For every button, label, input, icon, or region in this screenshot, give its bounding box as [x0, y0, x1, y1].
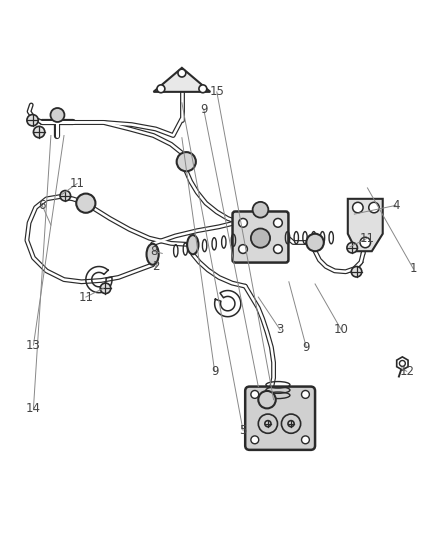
Circle shape — [253, 202, 268, 217]
Text: 9: 9 — [303, 341, 310, 354]
Text: 5: 5 — [239, 424, 247, 437]
Text: 15: 15 — [209, 85, 224, 99]
Circle shape — [27, 115, 38, 126]
Circle shape — [301, 436, 309, 444]
Text: 9: 9 — [200, 103, 208, 116]
Circle shape — [274, 219, 283, 227]
Circle shape — [33, 126, 45, 138]
Circle shape — [351, 266, 362, 277]
Circle shape — [301, 391, 309, 398]
Circle shape — [265, 421, 271, 427]
Circle shape — [60, 190, 71, 201]
Text: 9: 9 — [211, 365, 219, 378]
Circle shape — [239, 219, 247, 227]
Text: 13: 13 — [26, 338, 41, 352]
Circle shape — [177, 152, 196, 171]
Text: 11: 11 — [70, 177, 85, 190]
Circle shape — [360, 237, 371, 248]
Circle shape — [100, 283, 111, 294]
Circle shape — [199, 85, 207, 93]
Circle shape — [347, 243, 357, 253]
Text: 2: 2 — [152, 260, 159, 273]
Text: 1: 1 — [410, 262, 417, 275]
Circle shape — [157, 85, 165, 93]
Text: 11: 11 — [360, 232, 375, 245]
Circle shape — [76, 193, 95, 213]
Circle shape — [251, 436, 259, 444]
Polygon shape — [153, 68, 210, 92]
Text: 6: 6 — [39, 199, 46, 212]
FancyBboxPatch shape — [245, 386, 315, 450]
Circle shape — [258, 391, 276, 408]
Circle shape — [288, 421, 294, 427]
Circle shape — [50, 108, 64, 122]
Circle shape — [353, 203, 363, 213]
Text: 4: 4 — [392, 199, 399, 212]
FancyBboxPatch shape — [233, 212, 288, 263]
Text: 10: 10 — [334, 324, 349, 336]
Circle shape — [369, 203, 379, 213]
Circle shape — [306, 234, 324, 251]
Circle shape — [251, 391, 259, 398]
Ellipse shape — [187, 235, 198, 254]
Text: 11: 11 — [78, 290, 93, 304]
Circle shape — [251, 229, 270, 248]
Circle shape — [274, 245, 283, 253]
Polygon shape — [348, 199, 383, 251]
Text: 14: 14 — [26, 402, 41, 415]
Text: 12: 12 — [399, 365, 414, 378]
Ellipse shape — [147, 244, 159, 265]
Circle shape — [239, 245, 247, 253]
Text: 3: 3 — [276, 324, 284, 336]
Text: 8: 8 — [150, 245, 157, 258]
Circle shape — [178, 69, 186, 77]
